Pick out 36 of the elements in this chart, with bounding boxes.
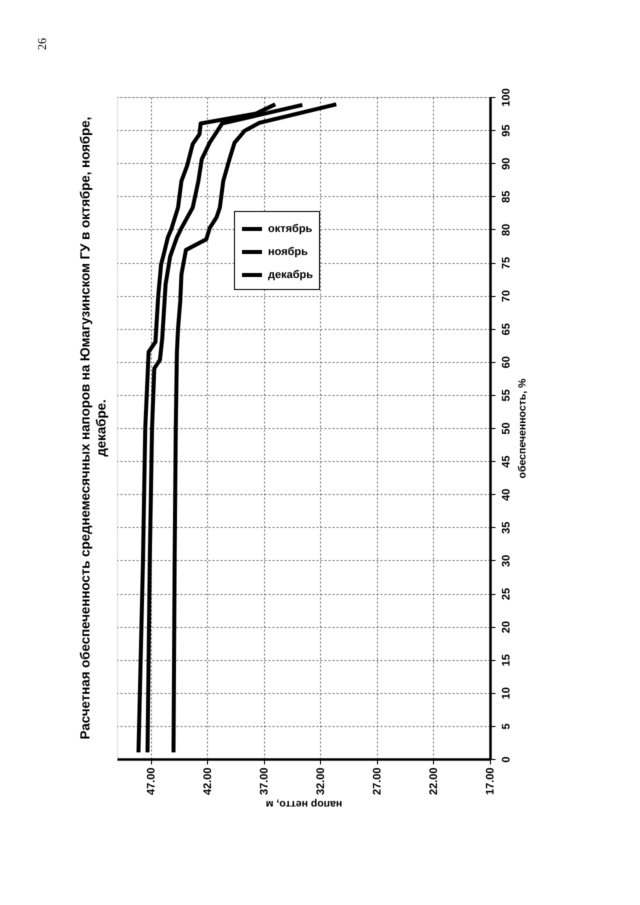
y-axis-title: обеспеченность, % — [516, 378, 528, 478]
x-tick-label: 22.00 — [428, 768, 440, 796]
y-tick-label: 60 — [500, 356, 512, 368]
y-tick-label: 50 — [500, 422, 512, 435]
text: 26 — [35, 38, 49, 50]
x-tick-label: 47.00 — [145, 768, 158, 796]
legend-label: ноябрь — [268, 246, 308, 258]
y-tick-label: 70 — [500, 290, 512, 302]
y-tick-label: 15 — [500, 654, 512, 666]
y-tick-label: 25 — [500, 588, 512, 600]
y-tick-label: 100 — [500, 88, 512, 107]
y-tick-label: 5 — [500, 723, 512, 730]
x-tick-label: 37.00 — [258, 768, 270, 796]
y-tick-label: 55 — [500, 389, 512, 402]
x-tick-label: 32.00 — [314, 768, 327, 796]
y-tick-label: 35 — [500, 522, 512, 534]
legend-label: декабрь — [268, 269, 314, 281]
y-tick-label: 40 — [500, 488, 512, 501]
y-tick-label: 45 — [500, 455, 512, 468]
y-tick-label: 0 — [500, 756, 512, 763]
x-tick-label: 42.00 — [202, 768, 214, 796]
x-tick-label: 27.00 — [371, 768, 384, 796]
y-tick-label: 20 — [500, 620, 512, 634]
x-axis-title: напор нетто, м — [266, 798, 342, 810]
y-tick-label: 90 — [500, 158, 512, 170]
y-tick-label: 75 — [500, 256, 512, 270]
y-tick-label: 80 — [500, 224, 512, 236]
y-tick-label: 65 — [500, 323, 512, 336]
y-tick-label: 95 — [500, 124, 512, 137]
line-series — [172, 102, 338, 754]
legend-label: октябрь — [268, 223, 313, 235]
text: Расчетная обеспеченность среднемесячных напоров на Юмагузинском ГУ в октябре, ноябре, декабре. — [78, 116, 109, 740]
x-tick-label: 17.00 — [484, 768, 496, 796]
y-tick-label: 10 — [500, 687, 512, 700]
y-tick-label: 85 — [500, 190, 512, 203]
y-tick-label: 30 — [500, 554, 512, 568]
